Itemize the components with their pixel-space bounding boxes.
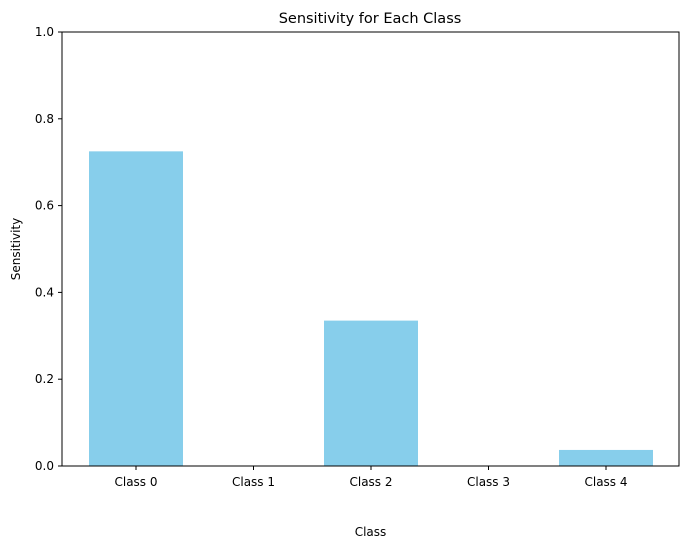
- y-tick-label: 0.8: [35, 112, 54, 126]
- x-axis-label: Class: [355, 525, 387, 539]
- x-tick-label: Class 3: [467, 475, 510, 489]
- bar-class-2: [324, 320, 418, 466]
- y-tick-label: 0.0: [35, 459, 54, 473]
- plot-area: [89, 151, 653, 466]
- y-tick-label: 0.6: [35, 199, 54, 213]
- y-tick-label: 1.0: [35, 25, 54, 39]
- x-tick-label: Class 0: [114, 475, 157, 489]
- bar-class-0: [89, 151, 183, 466]
- y-tick-label: 0.4: [35, 285, 54, 299]
- x-tick-label: Class 2: [349, 475, 392, 489]
- chart-title: Sensitivity for Each Class: [279, 11, 462, 27]
- x-tick-label: Class 4: [584, 475, 627, 489]
- bar-class-4: [559, 449, 653, 466]
- plot-frame: [61, 31, 680, 467]
- y-axis-label: Sensitivity: [9, 218, 23, 280]
- x-tick-label: Class 1: [232, 475, 275, 489]
- y-axis: 0.0 0.2 0.4 0.6 0.8 1.0: [35, 25, 62, 473]
- y-tick-label: 0.2: [35, 372, 54, 386]
- x-axis: Class 0 Class 1 Class 2 Class 3 Class 4: [114, 466, 628, 489]
